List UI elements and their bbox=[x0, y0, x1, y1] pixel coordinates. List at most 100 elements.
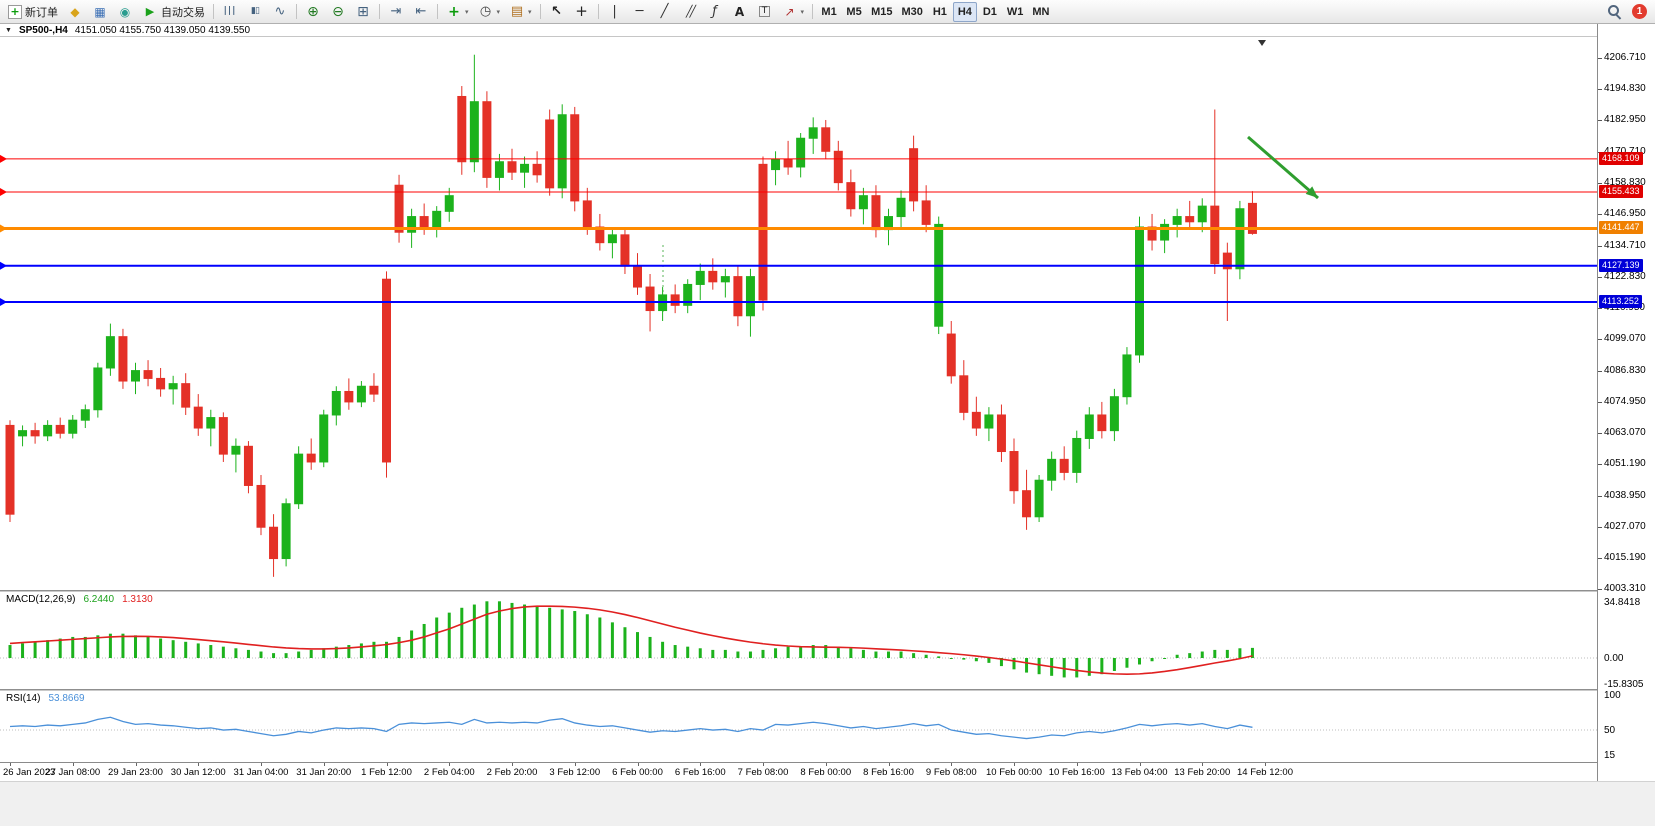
tf-h1-button[interactable]: H1 bbox=[928, 2, 952, 22]
zoom-out-button[interactable] bbox=[326, 2, 350, 22]
auto-trading-button[interactable]: 自动交易 bbox=[138, 2, 209, 22]
price-tick-label: 4051.190 bbox=[1604, 458, 1646, 470]
time-axis-tickmark bbox=[261, 763, 262, 766]
tf-m15-button[interactable]: M15 bbox=[867, 2, 896, 22]
candle bbox=[733, 276, 743, 317]
macd-bar bbox=[359, 643, 363, 658]
macd-bar bbox=[573, 611, 577, 658]
tf-m1-button[interactable]: M1 bbox=[817, 2, 841, 22]
time-label: 3 Feb 12:00 bbox=[549, 767, 601, 778]
tf-m5-button[interactable]: M5 bbox=[842, 2, 866, 22]
tf-w1-button[interactable]: W1 bbox=[1003, 2, 1028, 22]
candle bbox=[771, 158, 781, 171]
pane-splitter[interactable] bbox=[0, 590, 1655, 592]
macd-bar bbox=[284, 653, 288, 658]
trendline-button[interactable] bbox=[653, 2, 677, 22]
price-axis-tickmark bbox=[1598, 557, 1602, 559]
zoom-in-icon bbox=[305, 4, 321, 20]
periods-icon bbox=[478, 4, 494, 20]
candle bbox=[181, 383, 191, 408]
equidistant-channel-button[interactable] bbox=[678, 2, 702, 22]
price-tick-label: 4206.710 bbox=[1604, 52, 1646, 64]
candle bbox=[783, 158, 793, 168]
new-order-button[interactable]: 新订单 bbox=[4, 2, 62, 22]
search-button[interactable] bbox=[1603, 2, 1626, 22]
candle bbox=[494, 161, 504, 178]
chart-menu-caret-icon[interactable]: ▼ bbox=[5, 26, 12, 34]
candle bbox=[1235, 208, 1245, 270]
templates-button[interactable]: ▾ bbox=[505, 2, 536, 22]
macd-axis-label: -15.8305 bbox=[1604, 678, 1644, 690]
macd-bar bbox=[1087, 658, 1091, 676]
price-axis-tickmark bbox=[1598, 213, 1602, 215]
price-tick-label: 4086.830 bbox=[1604, 365, 1646, 377]
vertical-line-button[interactable] bbox=[603, 2, 627, 22]
price-tick-label: 4182.950 bbox=[1604, 114, 1646, 126]
crosshair-icon bbox=[574, 4, 590, 20]
indicators-icon bbox=[446, 4, 462, 20]
candle bbox=[206, 417, 216, 429]
candle bbox=[1022, 490, 1032, 518]
price-axis[interactable]: 4206.710 4194.830 4182.950 4170.710 4158.830… bbox=[1598, 24, 1655, 781]
candle bbox=[394, 184, 404, 233]
indicators-button[interactable]: ▾ bbox=[442, 2, 473, 22]
market-watch-button[interactable] bbox=[63, 2, 87, 22]
macd-bar bbox=[1062, 658, 1066, 678]
chart-shift-button[interactable] bbox=[409, 2, 433, 22]
macd-bar bbox=[372, 641, 376, 658]
candle bbox=[156, 377, 166, 390]
auto-scroll-button[interactable] bbox=[384, 2, 408, 22]
rsi-pane-canvas[interactable] bbox=[0, 691, 1597, 762]
fibonacci-button[interactable] bbox=[703, 2, 727, 22]
market-watch-icon bbox=[67, 4, 83, 20]
dropdown-caret-icon: ▾ bbox=[528, 8, 532, 16]
macd-bar bbox=[1138, 658, 1141, 665]
text-label-button[interactable] bbox=[753, 2, 777, 22]
macd-bar bbox=[836, 646, 840, 658]
time-label: 10 Feb 00:00 bbox=[986, 767, 1042, 778]
candle bbox=[143, 370, 153, 379]
tf-h4-button[interactable]: H4 bbox=[952, 1, 977, 22]
macd-pane-canvas[interactable] bbox=[0, 592, 1597, 689]
crosshair-button[interactable] bbox=[570, 2, 594, 22]
line-chart-button[interactable] bbox=[268, 2, 292, 22]
price-axis-tickmark bbox=[1598, 588, 1602, 590]
tf-d1-button[interactable]: D1 bbox=[978, 2, 1002, 22]
candle bbox=[105, 336, 115, 369]
data-window-button[interactable] bbox=[88, 2, 112, 22]
macd-bar bbox=[661, 641, 665, 658]
macd-bar bbox=[108, 633, 112, 658]
candlestick-chart-button[interactable] bbox=[243, 2, 267, 22]
time-axis[interactable]: 26 Jan 2023 27 Jan 08:00 29 Jan 23:00 30 Ja… bbox=[0, 763, 1597, 781]
text-button[interactable] bbox=[728, 2, 752, 22]
level-left-marker-icon bbox=[0, 154, 7, 163]
macd-bar bbox=[196, 643, 200, 658]
notification-badge[interactable]: 1 bbox=[1632, 4, 1647, 19]
macd-bar bbox=[887, 651, 890, 658]
tf-m30-button[interactable]: M30 bbox=[897, 2, 926, 22]
price-tick-label: 4063.070 bbox=[1604, 427, 1646, 439]
candle bbox=[469, 101, 479, 163]
tf-mn-button[interactable]: MN bbox=[1028, 2, 1053, 22]
navigator-button[interactable] bbox=[113, 2, 137, 22]
candle bbox=[532, 163, 542, 176]
candle bbox=[218, 417, 228, 455]
rsi-value: 53.8669 bbox=[48, 693, 85, 704]
macd-bar bbox=[912, 653, 916, 658]
macd-bar bbox=[1163, 658, 1167, 659]
bar-chart-button[interactable] bbox=[218, 2, 242, 22]
trend-arrow-annotation[interactable] bbox=[1247, 135, 1319, 200]
pane-splitter[interactable] bbox=[0, 689, 1655, 691]
main-chart-canvas[interactable] bbox=[0, 38, 1597, 590]
macd-axis-label: 34.8418 bbox=[1604, 596, 1641, 608]
zoom-in-button[interactable] bbox=[301, 2, 325, 22]
tile-windows-button[interactable] bbox=[351, 2, 375, 22]
candle bbox=[331, 390, 341, 416]
arrows-button[interactable]: ▾ bbox=[778, 2, 809, 22]
price-tick-label: 4134.710 bbox=[1604, 240, 1646, 252]
candle bbox=[118, 336, 128, 382]
horizontal-line-button[interactable] bbox=[628, 2, 652, 22]
periods-button[interactable]: ▾ bbox=[474, 2, 505, 22]
cursor-button[interactable] bbox=[545, 2, 569, 22]
macd-bar bbox=[673, 645, 677, 658]
